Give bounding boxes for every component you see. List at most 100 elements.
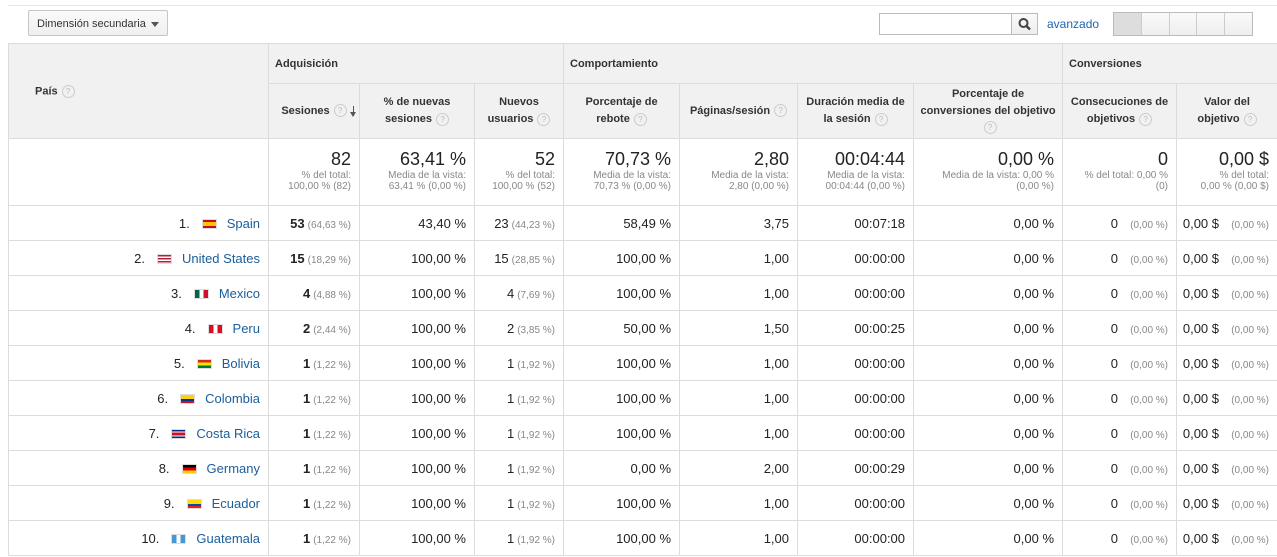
total-value: 0,00 % [997, 149, 1055, 169]
data-row: 10. Guatemala 1 (1,22 %) 100,00 % 1 (1,92 %) 10… [8, 520, 1277, 556]
flag [196, 358, 212, 369]
column-header[interactable]: Páginas/sesión [679, 83, 799, 139]
metric-cell: 0 (0,00 %) [1062, 345, 1178, 381]
view-comparison[interactable] [1197, 13, 1226, 35]
column-header[interactable]: Porcentaje de rebote [563, 83, 681, 139]
metric-value: 2 [302, 320, 311, 336]
metric-value: 0,00 $ [1182, 425, 1220, 441]
country-link[interactable]: Guatemala [196, 530, 260, 546]
column-header[interactable]: Sesiones [268, 83, 360, 139]
metric-cell: 100,00 % [563, 275, 681, 311]
metric-cell: 1 (1,22 %) [268, 450, 360, 486]
column-header[interactable]: Valor del objetivo [1176, 83, 1277, 139]
column-header[interactable]: Porcentaje de conversiones del objetivo [913, 83, 1064, 139]
metric-cell: 1,00 [679, 345, 799, 381]
view-pie[interactable] [1142, 13, 1170, 35]
metric-cell: 0,00 % [563, 450, 681, 486]
metric-cell: 0 (0,00 %) [1062, 310, 1178, 346]
metric-cell: 0,00 % [913, 485, 1064, 521]
rank: 1. [178, 215, 190, 231]
metric-value: 0 [1110, 390, 1119, 406]
column-header[interactable]: % de nuevas sesiones [359, 83, 475, 139]
country-link[interactable]: Peru [232, 320, 260, 336]
column-header[interactable]: Consecuciones de objetivos [1062, 83, 1178, 139]
metric-cell: 100,00 % [563, 415, 681, 451]
metric-cell: 00:00:00 [797, 240, 915, 276]
metric-cell: 00:00:00 [797, 520, 915, 556]
metric-value: 00:00:00 [854, 390, 906, 406]
metric-cell: 1,00 [679, 520, 799, 556]
metric-cell: 1,00 [679, 415, 799, 451]
flag [171, 428, 187, 439]
column-label: Consecuciones de objetivos [1070, 96, 1169, 125]
metric-percent: (0,00 %) [1231, 359, 1270, 371]
metric-cell: 100,00 % [359, 345, 475, 381]
metric-cell: 1,00 [679, 275, 799, 311]
column-label: Valor del objetivo [1197, 96, 1250, 125]
country-cell: 1. Spain [8, 205, 269, 241]
country-link[interactable]: Spain [226, 215, 260, 231]
data-row: 2. United States 15 (18,29 %) 100,00 % 15 (28,… [8, 240, 1277, 276]
metric-value: 15 [290, 250, 305, 266]
metric-value: 100,00 % [616, 390, 672, 406]
metric-value: 1 [506, 530, 515, 546]
metric-cell: 100,00 % [359, 275, 475, 311]
metric-cell: 0,00 $ (0,00 %) [1176, 240, 1277, 276]
metric-percent: (0,00 %) [1231, 219, 1270, 231]
search-input[interactable] [879, 13, 1012, 35]
column-label: Duración media de la sesión [806, 96, 905, 125]
country-link[interactable]: Ecuador [211, 495, 260, 511]
view-table[interactable] [1114, 13, 1142, 35]
metric-value: 0 [1110, 250, 1119, 266]
search-button[interactable] [1011, 13, 1038, 35]
total-sub: 100,00 % (52) [492, 181, 556, 192]
help-icon [436, 112, 450, 126]
metric-cell: 53 (64,63 %) [268, 205, 360, 241]
column-label: Páginas/sesión [689, 104, 771, 117]
advanced-link[interactable]: avanzado [1047, 17, 1100, 31]
toolbar: Dimensión secundaria avanzado [0, 0, 1277, 43]
metric-value: 0,00 $ [1182, 530, 1220, 546]
metric-cell: 00:00:00 [797, 345, 915, 381]
metric-value: 100,00 % [616, 425, 672, 441]
metric-cell: 100,00 % [563, 520, 681, 556]
metric-cell: 1 (1,92 %) [473, 380, 565, 416]
metric-percent: (0,00 %) [1130, 289, 1169, 301]
view-performance[interactable] [1170, 13, 1198, 35]
country-link[interactable]: Germany [206, 460, 260, 476]
country-link[interactable]: Mexico [218, 285, 260, 301]
metric-value: 4 [302, 285, 311, 301]
metric-percent: (64,63 %) [307, 219, 351, 231]
country-cell: 6. Colombia [8, 380, 269, 416]
metric-value: 0,00 % [1013, 390, 1055, 406]
country-link[interactable]: Costa Rica [196, 425, 260, 441]
metric-value: 100,00 % [411, 530, 466, 546]
metric-percent: (1,22 %) [313, 359, 351, 371]
metric-cell: 0,00 $ (0,00 %) [1176, 275, 1277, 311]
metric-value: 0 [1110, 285, 1119, 301]
rank: 10. [141, 530, 160, 546]
column-header[interactable]: Duración media de la sesión [797, 83, 915, 139]
metric-cell: 4 (4,88 %) [268, 275, 360, 311]
total-cell: 63,41 % Media de la vista: 63,41 % (0,00 %… [359, 138, 475, 206]
metric-cell: 0,00 $ (0,00 %) [1176, 450, 1277, 486]
metric-cell: 100,00 % [359, 485, 475, 521]
data-row: 6. Colombia 1 (1,22 %) 100,00 % 1 (1,92 %) 100,… [8, 380, 1277, 416]
metric-value: 0,00 $ [1182, 320, 1220, 336]
country-link[interactable]: United States [181, 250, 260, 266]
country-link[interactable]: Bolivia [221, 355, 260, 371]
metric-cell: 15 (28,85 %) [473, 240, 565, 276]
metric-value: 50,00 % [623, 320, 672, 336]
metric-value: 100,00 % [616, 495, 672, 511]
view-pivot[interactable] [1225, 13, 1252, 35]
column-header[interactable]: Nuevos usuarios [473, 83, 565, 139]
secondary-dimension-button[interactable]: Dimensión secundaria [28, 10, 168, 36]
group-header: Adquisición [267, 43, 565, 84]
total-cell: 2,80 Media de la vista: 2,80 (0,00 %) [679, 138, 799, 206]
metric-percent: (1,92 %) [517, 499, 556, 511]
data-row: 1. Spain 53 (64,63 %) 43,40 % 23 (44,23 %) 58,4… [8, 205, 1277, 241]
country-link[interactable]: Colombia [205, 390, 260, 406]
total-sub: (0) [1155, 181, 1169, 192]
metric-value: 1,00 [763, 355, 790, 371]
metric-cell: 100,00 % [359, 520, 475, 556]
